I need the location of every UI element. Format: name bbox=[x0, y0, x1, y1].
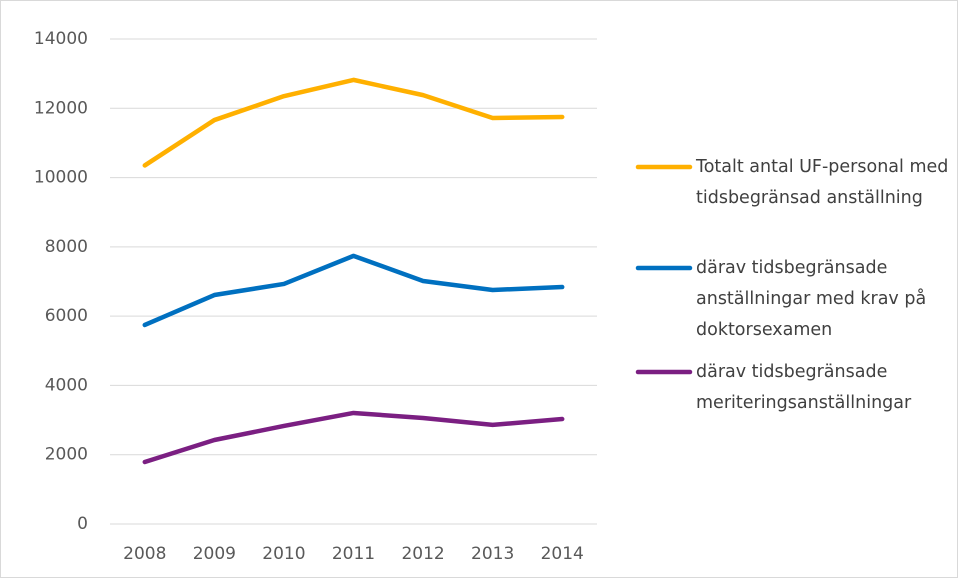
x-tick-label: 2013 bbox=[471, 544, 514, 564]
y-tick-label: 6000 bbox=[45, 306, 88, 326]
legend-label: Totalt antal UF-personal med tidsbegräns… bbox=[696, 157, 949, 208]
series-line bbox=[142, 77, 565, 168]
legend-label: därav tidsbegränsade anställningar med k… bbox=[696, 258, 927, 340]
legend-label: därav tidsbegränsade meriteringsanställn… bbox=[696, 362, 912, 413]
series-line bbox=[142, 253, 565, 328]
x-tick-label: 2014 bbox=[541, 544, 584, 564]
x-tick-label: 2012 bbox=[401, 544, 444, 564]
x-tick-label: 2008 bbox=[123, 544, 166, 564]
y-tick-label: 12000 bbox=[34, 98, 88, 118]
y-tick-label: 2000 bbox=[45, 445, 88, 465]
y-tick-label: 4000 bbox=[45, 375, 88, 395]
x-tick-label: 2009 bbox=[193, 544, 236, 564]
x-tick-label: 2010 bbox=[262, 544, 305, 564]
series-line bbox=[142, 410, 565, 465]
y-tick-label: 14000 bbox=[34, 29, 88, 49]
y-tick-label: 0 bbox=[77, 514, 88, 534]
y-tick-label: 8000 bbox=[45, 237, 88, 257]
x-tick-label: 2011 bbox=[332, 544, 375, 564]
y-tick-label: 10000 bbox=[34, 168, 88, 188]
